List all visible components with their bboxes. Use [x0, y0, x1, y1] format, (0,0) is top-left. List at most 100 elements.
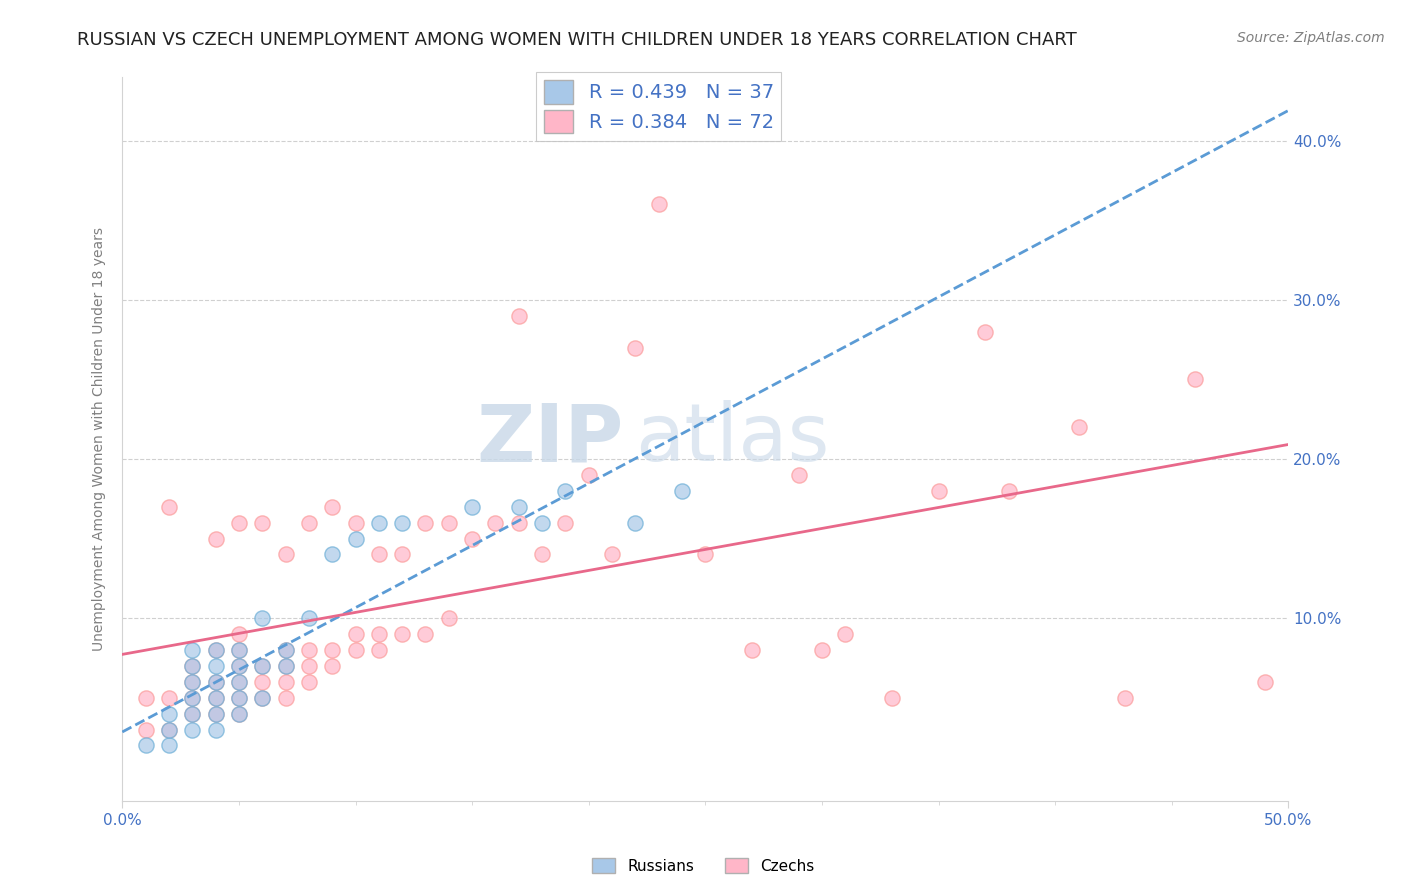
Point	[274, 658, 297, 673]
Point	[367, 548, 389, 562]
Point	[695, 548, 717, 562]
Point	[274, 658, 297, 673]
Point	[274, 643, 297, 657]
Point	[344, 516, 367, 530]
Point	[624, 516, 647, 530]
Point	[600, 548, 623, 562]
Point	[461, 500, 484, 514]
Point	[181, 690, 204, 705]
Point	[157, 500, 180, 514]
Point	[554, 516, 576, 530]
Point	[321, 500, 343, 514]
Point	[997, 483, 1019, 498]
Point	[624, 341, 647, 355]
Point	[252, 658, 274, 673]
Point	[228, 706, 250, 721]
Point	[928, 483, 950, 498]
Point	[157, 723, 180, 737]
Point	[1114, 690, 1136, 705]
Point	[274, 548, 297, 562]
Point	[415, 516, 437, 530]
Point	[204, 643, 226, 657]
Point	[344, 643, 367, 657]
Point	[344, 627, 367, 641]
Point	[204, 706, 226, 721]
Y-axis label: Unemployment Among Women with Children Under 18 years: Unemployment Among Women with Children U…	[93, 227, 107, 651]
Point	[204, 690, 226, 705]
Point	[321, 643, 343, 657]
Point	[181, 658, 204, 673]
Point	[228, 674, 250, 689]
Point	[1067, 420, 1090, 434]
Point	[135, 739, 157, 753]
Point	[228, 516, 250, 530]
Point	[228, 706, 250, 721]
Point	[274, 674, 297, 689]
Point	[181, 723, 204, 737]
Point	[228, 643, 250, 657]
Point	[391, 516, 413, 530]
Point	[531, 548, 554, 562]
Point	[671, 483, 693, 498]
Point	[181, 706, 204, 721]
Point	[321, 548, 343, 562]
Point	[1254, 674, 1277, 689]
Legend: R = 0.439   N = 37, R = 0.384   N = 72: R = 0.439 N = 37, R = 0.384 N = 72	[536, 72, 782, 141]
Point	[157, 690, 180, 705]
Point	[252, 658, 274, 673]
Point	[787, 467, 810, 482]
Text: atlas: atlas	[636, 401, 830, 478]
Point	[648, 197, 671, 211]
Point	[135, 690, 157, 705]
Point	[204, 643, 226, 657]
Point	[204, 674, 226, 689]
Point	[391, 627, 413, 641]
Text: ZIP: ZIP	[477, 401, 624, 478]
Point	[274, 690, 297, 705]
Point	[228, 690, 250, 705]
Point	[181, 658, 204, 673]
Point	[367, 643, 389, 657]
Point	[274, 643, 297, 657]
Point	[508, 309, 530, 323]
Point	[508, 516, 530, 530]
Point	[157, 706, 180, 721]
Point	[880, 690, 903, 705]
Text: RUSSIAN VS CZECH UNEMPLOYMENT AMONG WOMEN WITH CHILDREN UNDER 18 YEARS CORRELATI: RUSSIAN VS CZECH UNEMPLOYMENT AMONG WOME…	[76, 31, 1077, 49]
Point	[204, 658, 226, 673]
Point	[228, 674, 250, 689]
Text: Source: ZipAtlas.com: Source: ZipAtlas.com	[1237, 31, 1385, 45]
Point	[437, 611, 460, 625]
Point	[228, 690, 250, 705]
Point	[415, 627, 437, 641]
Point	[181, 674, 204, 689]
Point	[252, 674, 274, 689]
Point	[228, 627, 250, 641]
Point	[508, 500, 530, 514]
Point	[578, 467, 600, 482]
Point	[531, 516, 554, 530]
Point	[157, 739, 180, 753]
Point	[344, 532, 367, 546]
Point	[298, 674, 321, 689]
Point	[228, 658, 250, 673]
Point	[204, 723, 226, 737]
Point	[252, 690, 274, 705]
Point	[135, 723, 157, 737]
Point	[181, 643, 204, 657]
Point	[228, 643, 250, 657]
Point	[437, 516, 460, 530]
Point	[461, 532, 484, 546]
Point	[974, 325, 997, 339]
Point	[298, 643, 321, 657]
Point	[1184, 372, 1206, 386]
Point	[181, 690, 204, 705]
Point	[252, 516, 274, 530]
Point	[554, 483, 576, 498]
Point	[367, 516, 389, 530]
Point	[157, 723, 180, 737]
Point	[298, 658, 321, 673]
Point	[204, 532, 226, 546]
Point	[321, 658, 343, 673]
Point	[252, 690, 274, 705]
